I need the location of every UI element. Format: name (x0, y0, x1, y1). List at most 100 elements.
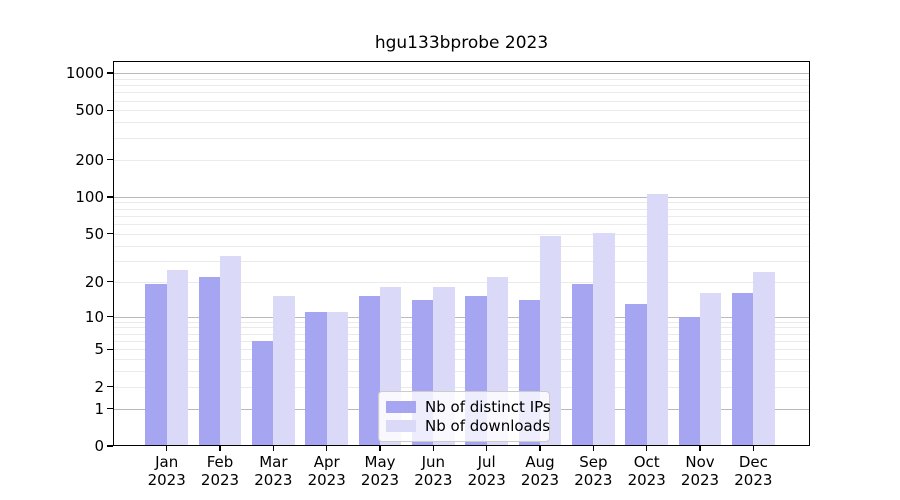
y-tick-mark-0 (107, 445, 113, 447)
x-tick-label-feb: Feb (206, 453, 234, 471)
x-tick-year-aug: 2023 (520, 471, 560, 489)
bar-ips-may (358, 296, 381, 446)
gridline-minor-30 (113, 260, 810, 262)
x-tick-mark-sep (592, 446, 595, 451)
x-tick-mark-jan (166, 446, 168, 451)
bar-downloads-mar (273, 296, 295, 446)
y-tick-label-500: 500 (75, 101, 104, 120)
bar-downloads-oct (646, 193, 668, 446)
x-tick-year-dec: 2023 (734, 471, 773, 489)
x-tick-label-jun: Jun (421, 453, 446, 471)
legend-label-downloads: Nb of downloads (425, 417, 551, 435)
gridline-minor-70 (113, 215, 810, 217)
x-tick-mark-dec (752, 446, 755, 451)
x-tick-year-feb: 2023 (200, 471, 240, 489)
gridline-minor-300 (113, 137, 810, 139)
gridline-major-10 (113, 316, 810, 318)
x-tick-label-nov: Nov (685, 453, 715, 471)
x-tick-year-oct: 2023 (627, 471, 666, 489)
legend-label-distinct-ips: Nb of distinct IPs (425, 398, 551, 416)
x-tick-mark-aug (539, 446, 541, 451)
y-tick-mark-100 (107, 196, 113, 198)
x-tick-year-may: 2023 (360, 471, 400, 489)
y-tick-label-10: 10 (84, 307, 104, 326)
gridline-minor-40 (113, 245, 810, 247)
bar-ips-oct (625, 303, 647, 446)
x-tick-label-apr: Apr (313, 453, 340, 471)
gridline-minor-200 (113, 159, 810, 161)
x-tick-label-oct: Oct (633, 453, 660, 471)
y-tick-mark-50 (107, 233, 113, 235)
x-tick-year-apr: 2023 (307, 471, 346, 489)
y-tick-label-1000: 1000 (65, 64, 104, 83)
bar-downloads-apr (326, 311, 348, 446)
gridline-minor-50 (113, 233, 810, 235)
x-tick-mark-oct (645, 446, 648, 451)
y-tick-mark-1000 (107, 72, 113, 74)
legend-item-downloads: Nb of downloads (386, 417, 550, 435)
y-tick-label-200: 200 (75, 150, 104, 169)
gridline-minor-800 (113, 85, 810, 87)
gridline-minor-5 (113, 349, 810, 351)
x-tick-year-nov: 2023 (680, 471, 720, 489)
x-tick-label-may: May (364, 453, 396, 471)
gridline-minor-4 (113, 359, 810, 361)
x-tick-label-mar: Mar (259, 453, 288, 471)
chart-title: hgu133bprobe 2023 (374, 33, 549, 53)
x-tick-mark-nov (699, 446, 701, 451)
bar-ips-nov (678, 316, 700, 446)
x-tick-label-jul: Jul (477, 453, 496, 471)
x-tick-label-sep: Sep (579, 453, 608, 471)
y-tick-mark-10 (107, 315, 113, 318)
y-tick-mark-20 (107, 280, 113, 283)
x-tick-mark-jul (485, 446, 488, 451)
gridline-minor-500 (113, 110, 810, 112)
x-tick-label-dec: Dec (738, 453, 768, 471)
gridline-minor-700 (113, 92, 810, 94)
y-tick-label-20: 20 (84, 272, 104, 291)
bar-downloads-nov (700, 293, 722, 446)
bar-downloads-dec (753, 272, 775, 446)
gridline-minor-6 (113, 340, 810, 342)
bar-ips-mar (252, 340, 274, 446)
bar-ips-apr (305, 311, 327, 446)
gridline-minor-400 (113, 122, 810, 124)
x-tick-label-aug: Aug (525, 453, 555, 471)
x-tick-year-jan: 2023 (147, 471, 186, 489)
x-tick-year-mar: 2023 (254, 471, 293, 489)
y-tick-mark-200 (107, 159, 113, 161)
legend-item-distinct-ips: Nb of distinct IPs (386, 398, 551, 416)
gridline-minor-60 (113, 224, 810, 226)
bar-downloads-feb (220, 255, 242, 446)
y-tick-mark-5 (107, 348, 113, 350)
gridline-minor-90 (113, 202, 810, 204)
bar-ips-sep (572, 284, 594, 446)
y-tick-label-100: 100 (75, 187, 104, 206)
gridline-minor-8 (113, 327, 810, 329)
y-tick-label-1: 1 (94, 399, 104, 418)
gridline-major-1000 (113, 73, 810, 75)
x-tick-mark-may (379, 446, 381, 451)
y-tick-mark-500 (107, 109, 113, 112)
gridline-minor-7 (113, 333, 810, 335)
gridline-minor-600 (113, 100, 810, 102)
y-tick-label-0: 0 (94, 437, 104, 455)
x-tick-mark-jun (432, 446, 435, 451)
y-tick-label-2: 2 (94, 377, 104, 396)
y-tick-mark-2 (107, 385, 113, 388)
x-tick-year-sep: 2023 (574, 471, 613, 489)
bar-ips-dec (732, 293, 754, 446)
x-tick-mark-apr (325, 446, 328, 451)
gridline-minor-20 (113, 281, 810, 283)
x-tick-year-jul: 2023 (467, 471, 506, 489)
y-tick-mark-1 (107, 407, 113, 410)
bar-downloads-sep (593, 232, 615, 446)
gridline-minor-900 (113, 78, 810, 80)
gridline-minor-3 (113, 371, 810, 373)
bar-ips-feb (198, 276, 221, 446)
gridline-minor-9 (113, 321, 810, 323)
gridline-major-100 (113, 196, 810, 198)
bar-downloads-jan (166, 270, 188, 446)
legend: Nb of distinct IPs Nb of downloads (378, 391, 551, 442)
